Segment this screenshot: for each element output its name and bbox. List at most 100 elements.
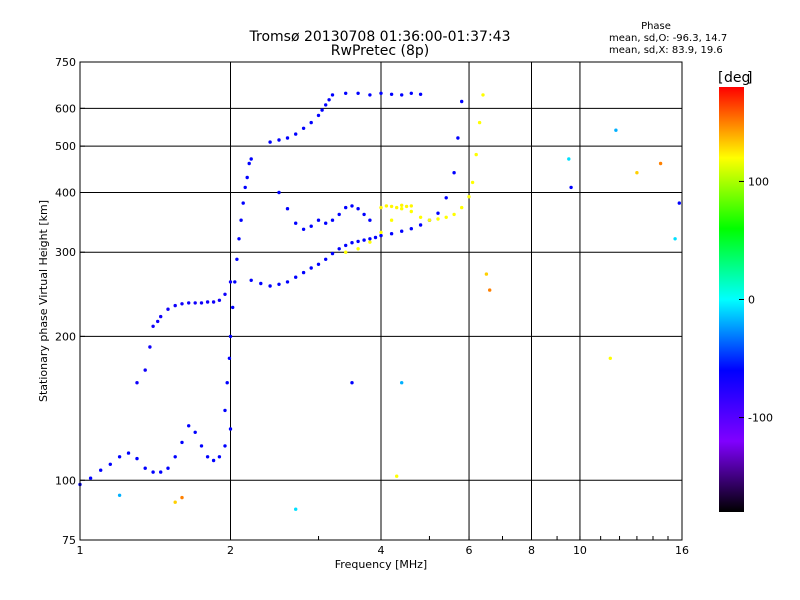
x-axis-ticks: 1 2 4 6 8 10 16	[77, 536, 689, 557]
series-0	[78, 424, 233, 487]
data-point	[228, 334, 233, 339]
x-tick-label-4: 4	[378, 544, 385, 557]
data-point	[126, 451, 131, 455]
data-point	[151, 324, 155, 328]
data-point	[285, 136, 290, 140]
data-point	[277, 138, 281, 142]
data-point	[474, 152, 478, 157]
y-tick-label-750: 750	[55, 56, 76, 69]
data-point	[477, 120, 482, 125]
data-point	[205, 455, 210, 459]
data-point	[143, 466, 147, 470]
data-point	[444, 215, 448, 219]
data-point	[223, 292, 227, 296]
data-point	[362, 238, 366, 242]
y-axis-ticks: 75 100 200 300 400 500 600 750	[55, 56, 85, 547]
data-point	[243, 185, 247, 190]
data-point	[159, 470, 163, 474]
y-tick-label-500: 500	[55, 140, 76, 153]
data-point	[233, 280, 237, 284]
data-point	[277, 282, 281, 286]
y-tick-label-100: 100	[55, 474, 76, 487]
data-point	[436, 211, 440, 215]
data-point	[404, 204, 409, 209]
data-point	[395, 474, 399, 478]
data-point	[268, 140, 272, 144]
data-point	[368, 237, 372, 241]
data-point	[301, 227, 306, 231]
data-point	[241, 201, 245, 205]
series-5	[344, 91, 423, 97]
data-point	[362, 212, 366, 217]
data-point	[337, 212, 341, 217]
data-point	[88, 476, 93, 480]
data-point	[285, 207, 290, 211]
data-point	[368, 240, 372, 244]
data-point	[389, 218, 394, 222]
data-point	[344, 250, 348, 254]
phase-stats-heading: Phase	[641, 21, 671, 32]
data-point	[259, 281, 263, 286]
data-point	[268, 284, 272, 288]
data-point	[223, 444, 227, 448]
data-point	[301, 126, 306, 130]
x-tick-label-1: 1	[77, 544, 84, 557]
y-tick-label-75: 75	[62, 534, 76, 547]
data-point	[444, 196, 448, 200]
data-point	[285, 280, 290, 284]
data-point	[249, 157, 253, 161]
data-point	[384, 204, 389, 208]
data-point	[356, 247, 360, 251]
data-point	[211, 300, 216, 304]
data-point	[193, 301, 197, 305]
data-point	[400, 93, 404, 97]
series-9	[117, 128, 681, 511]
x-tick-label-2: 2	[227, 544, 234, 557]
data-point	[400, 229, 404, 233]
data-point	[199, 444, 204, 448]
data-point	[356, 239, 360, 244]
data-point	[330, 218, 335, 222]
data-point	[356, 91, 360, 96]
y-tick-label-300: 300	[55, 246, 76, 259]
data-point	[135, 381, 139, 385]
chart-title: Tromsø 20130708 01:36:00-01:37:43	[249, 29, 511, 45]
data-point	[173, 303, 177, 308]
data-point	[324, 221, 328, 225]
data-point	[223, 408, 227, 413]
data-point	[452, 171, 456, 175]
series-7	[344, 93, 485, 254]
data-point	[344, 91, 348, 96]
data-point	[180, 440, 184, 445]
data-point	[460, 99, 464, 104]
y-tick-label-400: 400	[55, 186, 76, 199]
data-point	[409, 209, 413, 214]
data-point	[389, 232, 394, 236]
series-3	[249, 99, 464, 288]
data-point	[418, 215, 423, 219]
data-point	[452, 212, 456, 217]
data-point	[166, 307, 170, 311]
data-point	[316, 113, 321, 118]
data-point	[409, 204, 413, 208]
data-point	[159, 314, 163, 319]
data-point	[344, 243, 348, 248]
data-point	[316, 262, 321, 266]
data-point	[324, 257, 328, 261]
data-points	[78, 91, 681, 511]
data-point	[608, 356, 612, 360]
data-point	[180, 495, 184, 500]
data-point	[330, 93, 335, 97]
data-point	[249, 278, 253, 282]
data-point	[409, 91, 413, 96]
data-point	[330, 251, 335, 256]
data-point	[569, 185, 573, 190]
data-point	[379, 233, 383, 238]
data-point	[205, 300, 210, 304]
data-point	[389, 92, 394, 97]
data-point	[217, 455, 222, 459]
data-point	[395, 205, 399, 210]
data-point	[379, 205, 383, 210]
data-point	[156, 319, 160, 324]
data-point	[350, 204, 354, 208]
